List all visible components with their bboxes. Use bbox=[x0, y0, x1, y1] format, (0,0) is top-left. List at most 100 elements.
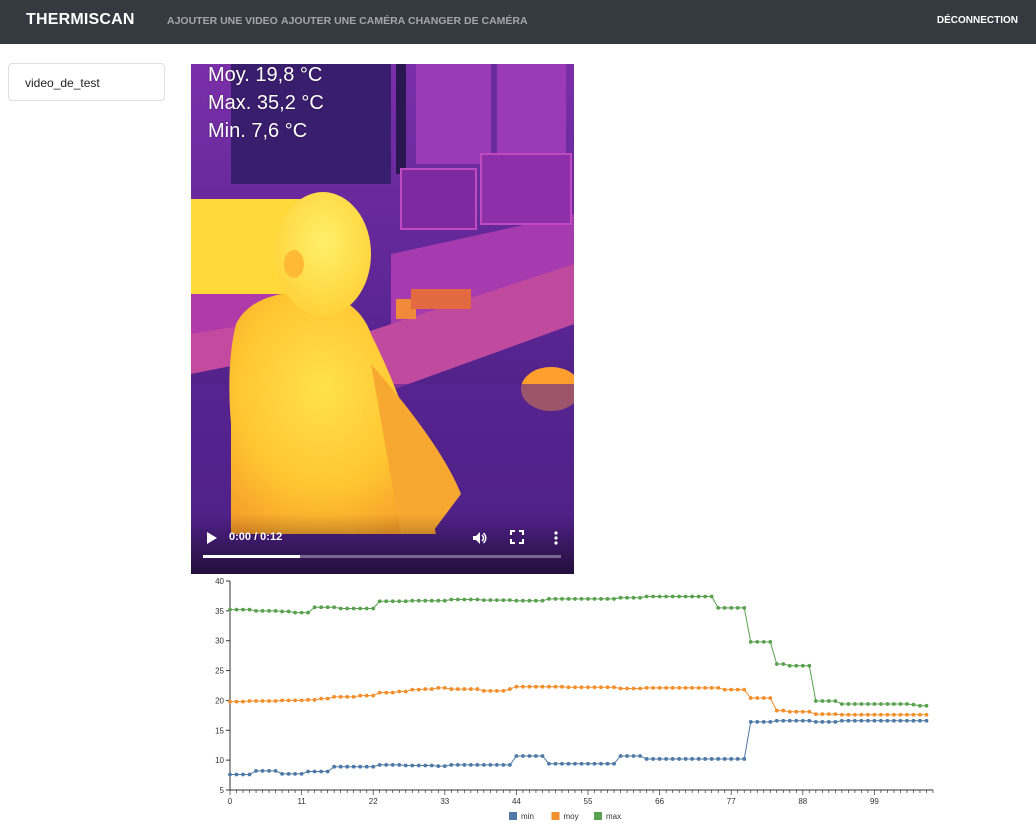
fullscreen-icon[interactable] bbox=[510, 530, 524, 544]
point-moy bbox=[416, 687, 421, 692]
point-moy bbox=[455, 687, 460, 691]
x-tick-label: 44 bbox=[512, 797, 521, 806]
video-progress-bar[interactable] bbox=[203, 555, 561, 558]
video-time: 0:00 / 0:12 bbox=[229, 531, 283, 543]
point-min bbox=[247, 772, 252, 777]
point-max bbox=[410, 598, 415, 603]
point-max bbox=[813, 699, 818, 703]
point-max bbox=[677, 594, 682, 599]
point-moy bbox=[866, 712, 870, 717]
y-tick-label: 35 bbox=[215, 607, 224, 616]
point-moy bbox=[371, 693, 376, 698]
video-player[interactable]: Moy. 19,8 °C Max. 35,2 °C Min. 7,6 °C 0:… bbox=[191, 64, 574, 574]
point-max bbox=[377, 599, 382, 604]
point-moy bbox=[410, 687, 415, 692]
nav-add-video[interactable]: AJOUTER UNE VIDEO bbox=[167, 15, 278, 27]
point-moy bbox=[390, 690, 395, 695]
point-moy bbox=[852, 712, 857, 717]
volume-icon[interactable] bbox=[472, 530, 488, 546]
point-moy bbox=[553, 684, 558, 689]
legend-label-min: min bbox=[521, 812, 534, 821]
point-min bbox=[761, 720, 766, 724]
point-moy bbox=[566, 685, 571, 690]
point-max bbox=[521, 598, 525, 603]
point-max bbox=[709, 594, 714, 599]
point-min bbox=[358, 764, 363, 769]
point-min bbox=[397, 763, 402, 767]
point-min bbox=[507, 763, 512, 767]
point-moy bbox=[742, 687, 747, 692]
y-tick-label: 10 bbox=[215, 756, 224, 765]
point-max bbox=[416, 598, 421, 603]
point-max bbox=[429, 598, 434, 603]
point-min bbox=[735, 757, 740, 761]
point-min bbox=[325, 769, 330, 774]
point-moy bbox=[345, 694, 350, 699]
point-moy bbox=[670, 685, 675, 690]
point-max bbox=[475, 597, 480, 602]
point-moy bbox=[605, 685, 610, 690]
point-min bbox=[468, 763, 473, 767]
x-tick-label: 33 bbox=[440, 797, 449, 806]
logout-link[interactable]: DÉCONNECTION bbox=[936, 15, 1018, 26]
brand-logo[interactable]: THERMISCAN bbox=[26, 11, 135, 28]
nav-add-camera[interactable]: AJOUTER UNE CAMÉRA bbox=[281, 15, 406, 27]
point-min bbox=[859, 718, 864, 723]
point-max bbox=[228, 607, 232, 612]
point-min bbox=[605, 761, 610, 766]
point-max bbox=[924, 703, 929, 708]
point-min bbox=[846, 718, 851, 723]
point-max bbox=[573, 597, 577, 601]
point-min bbox=[898, 718, 903, 723]
point-moy bbox=[475, 687, 480, 691]
point-moy bbox=[312, 697, 317, 702]
point-moy bbox=[918, 712, 922, 717]
point-max bbox=[761, 640, 766, 644]
point-max bbox=[455, 597, 460, 602]
y-tick-label: 40 bbox=[215, 577, 224, 586]
point-moy bbox=[358, 693, 363, 698]
point-min bbox=[586, 761, 590, 766]
point-max bbox=[703, 594, 708, 599]
point-min bbox=[696, 757, 701, 761]
point-moy bbox=[657, 685, 662, 690]
video-controls-bar bbox=[191, 514, 574, 574]
point-moy bbox=[442, 685, 447, 690]
point-min bbox=[820, 720, 825, 724]
point-max bbox=[501, 598, 506, 603]
point-min bbox=[553, 761, 558, 766]
point-moy bbox=[651, 685, 656, 690]
point-moy bbox=[423, 687, 428, 691]
point-min bbox=[638, 754, 642, 758]
play-icon[interactable] bbox=[205, 531, 219, 545]
point-moy bbox=[586, 685, 590, 690]
point-min bbox=[872, 718, 877, 723]
point-moy bbox=[911, 712, 916, 717]
point-max bbox=[722, 605, 727, 610]
point-moy bbox=[592, 685, 597, 690]
point-moy bbox=[514, 684, 519, 689]
point-moy bbox=[273, 699, 278, 703]
nav-change-camera[interactable]: CHANGER DE CAMÉRA bbox=[408, 15, 528, 27]
point-moy bbox=[449, 687, 454, 691]
point-max bbox=[306, 610, 311, 615]
point-max bbox=[820, 699, 825, 703]
point-min bbox=[774, 718, 779, 723]
point-min bbox=[345, 764, 350, 769]
point-min bbox=[338, 764, 343, 769]
point-min bbox=[592, 761, 597, 766]
point-moy bbox=[241, 699, 245, 704]
point-moy bbox=[436, 685, 441, 690]
point-max bbox=[436, 598, 441, 603]
point-min bbox=[852, 718, 857, 723]
point-max bbox=[358, 606, 363, 611]
legend-label-max: max bbox=[606, 812, 621, 821]
sidebar-item-video[interactable]: video_de_test bbox=[8, 63, 165, 101]
more-vertical-icon[interactable] bbox=[551, 530, 561, 546]
point-moy bbox=[859, 712, 864, 717]
point-moy bbox=[813, 712, 818, 717]
point-min bbox=[794, 718, 799, 723]
point-max bbox=[234, 607, 239, 612]
point-max bbox=[807, 663, 812, 668]
point-max bbox=[527, 598, 532, 603]
